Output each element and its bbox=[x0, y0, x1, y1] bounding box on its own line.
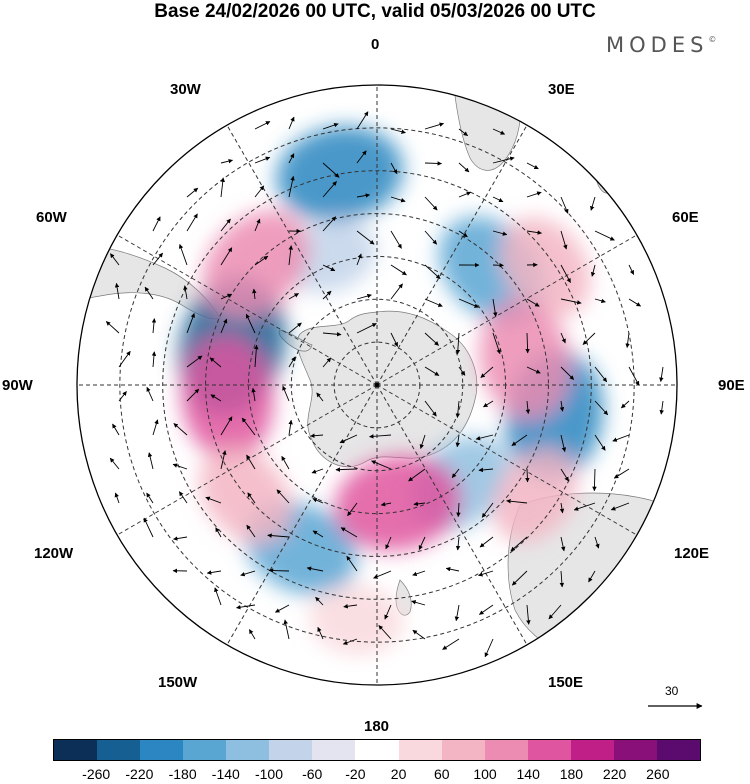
lon-label-0: 0 bbox=[371, 36, 379, 53]
colorbar-tick-label: 260 bbox=[646, 766, 669, 782]
colorbar-bin-4 bbox=[226, 740, 269, 760]
reference-vector-label: 30 bbox=[665, 684, 678, 698]
colorbar-bin-5 bbox=[269, 740, 312, 760]
wind-vector bbox=[425, 163, 442, 164]
colorbar-bin-2 bbox=[140, 740, 183, 760]
lon-label-60w: 60W bbox=[36, 209, 67, 226]
colorbar-tick-label: 220 bbox=[603, 766, 626, 782]
lon-label-180: 180 bbox=[364, 718, 389, 735]
colorbar-bin-12 bbox=[571, 740, 614, 760]
lon-label-150w: 150W bbox=[158, 674, 197, 691]
colorbar-tick-label: -140 bbox=[212, 766, 240, 782]
colorbar-tick-label: 100 bbox=[473, 766, 496, 782]
colorbar-tick-label: 60 bbox=[434, 766, 450, 782]
colorbar-bin-9 bbox=[442, 740, 485, 760]
polar-map bbox=[0, 0, 750, 730]
colorbar-tick-label: -260 bbox=[82, 766, 110, 782]
wind-vector bbox=[527, 469, 528, 482]
colorbar-bin-3 bbox=[183, 740, 226, 760]
wind-vector bbox=[269, 570, 289, 571]
colorbar-bin-14 bbox=[657, 740, 700, 760]
lon-label-60e: 60E bbox=[672, 209, 699, 226]
colorbar-bin-10 bbox=[485, 740, 528, 760]
colorbar-bin-0 bbox=[54, 740, 97, 760]
lon-label-30e: 30E bbox=[548, 81, 575, 98]
lon-label-90e: 90E bbox=[718, 377, 745, 394]
colorbar-tick-label: 140 bbox=[517, 766, 540, 782]
colorbar-bin-7 bbox=[355, 740, 398, 760]
colorbar-bin-1 bbox=[97, 740, 140, 760]
colorbar-ticks: -260 -220 -180 -140 -100 -60 -20 20 60 100 140 180 2… bbox=[0, 766, 750, 784]
colorbar-bin-6 bbox=[312, 740, 355, 760]
colorbar-bin-8 bbox=[399, 740, 442, 760]
lon-label-120e: 120E bbox=[674, 545, 709, 562]
lon-label-150e: 150E bbox=[548, 674, 583, 691]
colorbar-tick-label: -180 bbox=[169, 766, 197, 782]
lon-label-30w: 30W bbox=[170, 81, 201, 98]
colorbar-tick-label: -20 bbox=[345, 766, 365, 782]
colorbar-tick-label: -60 bbox=[302, 766, 322, 782]
colorbar-bin-13 bbox=[614, 740, 657, 760]
colorbar-tick-label: -100 bbox=[255, 766, 283, 782]
colorbar-tick-label: 180 bbox=[560, 766, 583, 782]
pole-marker bbox=[375, 383, 380, 388]
colorbar bbox=[53, 739, 701, 761]
colorbar-tick-label: -220 bbox=[125, 766, 153, 782]
lon-label-120w: 120W bbox=[34, 545, 73, 562]
colorbar-bin-11 bbox=[528, 740, 571, 760]
colorbar-tick-label: 20 bbox=[391, 766, 407, 782]
lon-label-90w: 90W bbox=[2, 377, 33, 394]
